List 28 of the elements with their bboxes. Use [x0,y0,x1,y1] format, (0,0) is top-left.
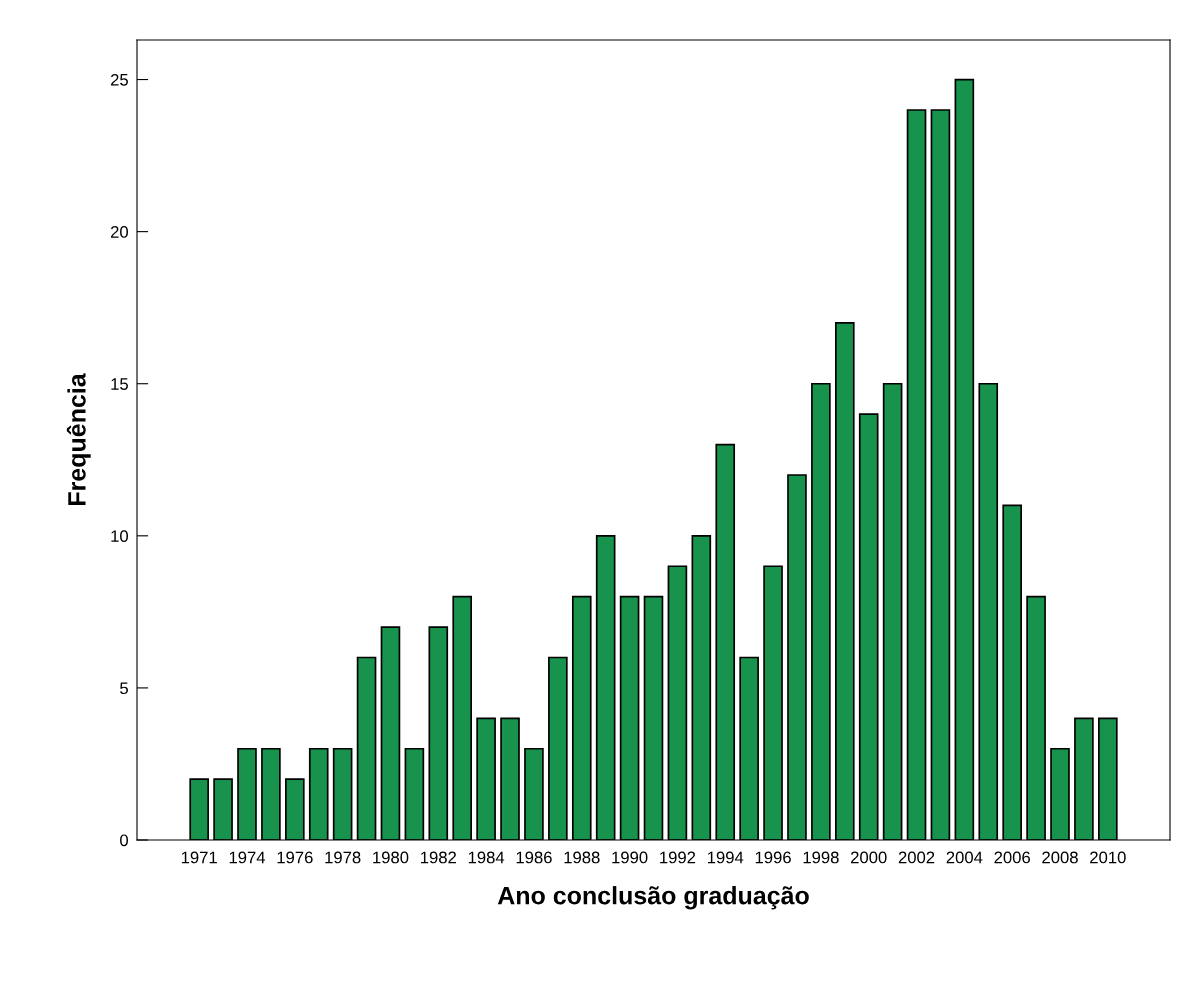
x-tick-label: 2000 [851,851,887,864]
x-tick-label: 1994 [707,851,744,864]
x-axis-title: Ano conclusão graduação [497,886,809,910]
x-tick-label: 1996 [755,851,791,864]
x-tick-label: 1978 [325,851,361,864]
x-tick-label: 1971 [181,851,217,864]
x-tick-label: 1998 [803,851,839,864]
x-tick-label: 1986 [516,851,552,864]
x-tick-label: 1988 [564,851,600,864]
x-tick-label: 1980 [373,851,409,864]
x-tick-label: 1976 [277,851,313,864]
x-tick-label: 2010 [1090,851,1126,864]
x-tick-label: 2006 [994,851,1030,864]
x-tick-label: 2004 [946,851,983,864]
x-tick-label: 2002 [898,851,935,864]
x-tick-label: 1982 [421,851,456,864]
y-tick-label: 15 [111,378,128,390]
x-tick-label: 2008 [1042,851,1078,864]
x-tick-label: 1990 [612,851,648,864]
x-tick-label: 1984 [468,851,505,864]
y-tick-label: 20 [110,226,129,238]
y-tick-label: 0 [120,834,129,847]
x-tick-label: 1992 [660,851,696,864]
y-tick-label: 25 [110,73,128,86]
x-tick-label: 1974 [229,851,266,864]
y-tick-label: 10 [111,530,129,543]
y-axis-title: Frequência [66,373,91,506]
y-tick-label: 5 [120,682,128,695]
